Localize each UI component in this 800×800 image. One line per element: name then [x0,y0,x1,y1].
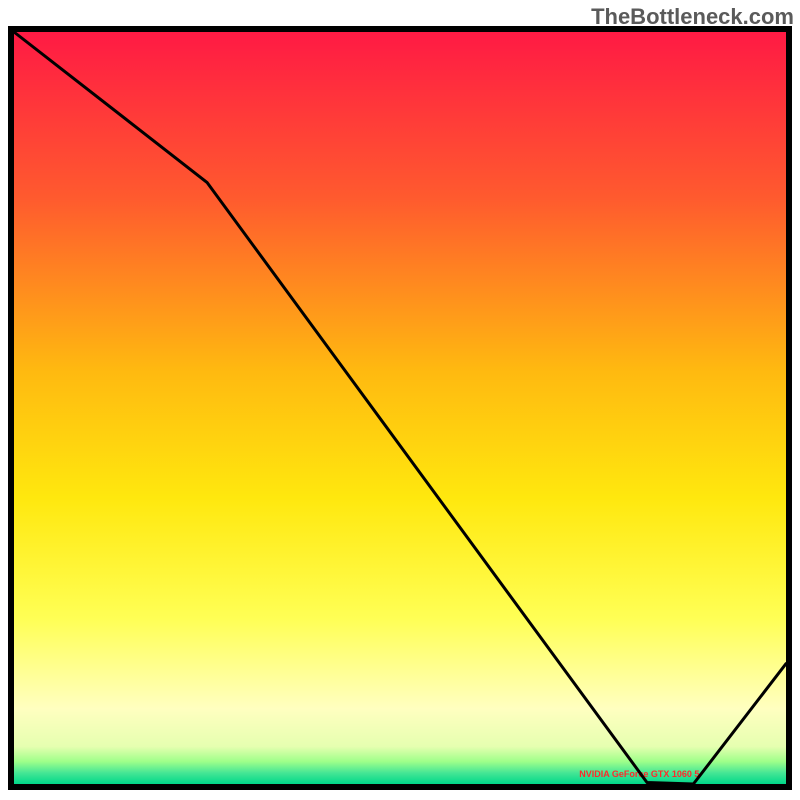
watermark: TheBottleneck.com [591,4,794,30]
chart-container: TheBottleneck.com NVIDIA GeForce GTX 106… [0,0,800,800]
plot-border [8,26,792,790]
